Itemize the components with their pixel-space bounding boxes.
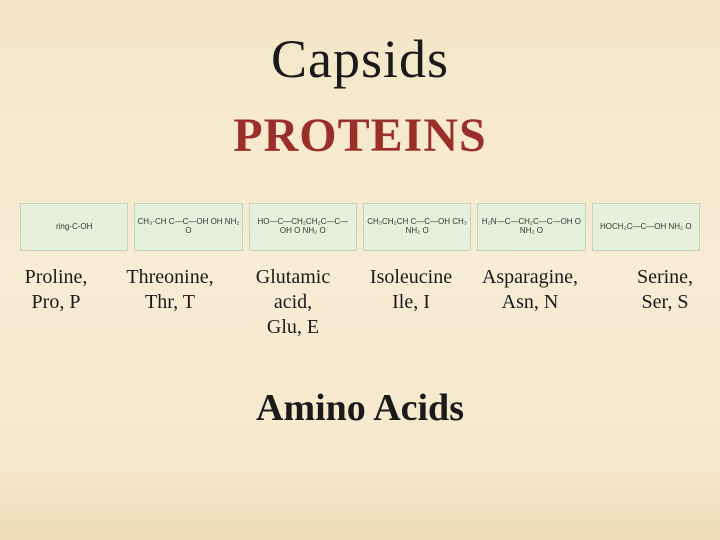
label-glutamic: Glutamic acid, Glu, E — [243, 265, 343, 340]
slide-title: Capsids — [271, 28, 449, 90]
structure-asparagine: H₂N—C—CH₂C—C—OH O NH₂ O — [477, 203, 585, 251]
slide-container: Capsids PROTEINS ring-C-OH CH₃·CH C—C—OH… — [0, 0, 720, 540]
label-proline: Proline, Pro, P — [15, 265, 97, 340]
slide-subtitle: Amino Acids — [256, 386, 464, 430]
aa-abbr: Ile, I — [361, 290, 461, 315]
label-isoleucine: Isoleucine Ile, I — [361, 265, 461, 340]
aa-name: Isoleucine — [361, 265, 461, 290]
aa-name: Serine, — [625, 265, 705, 290]
formula-text: H₂N—C—CH₂C—C—OH O NH₂ O — [480, 218, 582, 236]
aa-name: Threonine, — [115, 265, 225, 290]
structure-isoleucine: CH₃CH₂CH C—C—OH CH₃ NH₂ O — [363, 203, 471, 251]
aa-abbr: Thr, T — [115, 290, 225, 315]
aa-name: Proline, — [15, 265, 97, 290]
labels-row: Proline, Pro, P Threonine, Thr, T Glutam… — [15, 265, 705, 340]
aa-abbr: Asn, N — [471, 290, 589, 315]
structure-proline: ring-C-OH — [20, 203, 128, 251]
structures-row: ring-C-OH CH₃·CH C—C—OH OH NH₂ O HO—C—CH… — [20, 203, 700, 251]
label-threonine: Threonine, Thr, T — [115, 265, 225, 340]
structure-glutamic: HO—C—CH₂CH₂C—C—OH O NH₂ O — [249, 203, 357, 251]
label-serine: Serine, Ser, S — [625, 265, 705, 340]
aa-name: Asparagine, — [471, 265, 589, 290]
formula-text: CH₃CH₂CH C—C—OH CH₃ NH₂ O — [366, 218, 468, 236]
slide-heading: PROTEINS — [233, 108, 486, 163]
aa-name: Glutamic — [243, 265, 343, 290]
structure-threonine: CH₃·CH C—C—OH OH NH₂ O — [134, 203, 242, 251]
formula-text: HOCH₂C—C—OH NH₂ O — [600, 223, 692, 232]
aa-abbr: Pro, P — [15, 290, 97, 315]
aa-mid: acid, — [243, 290, 343, 315]
label-asparagine: Asparagine, Asn, N — [471, 265, 589, 340]
aa-abbr: Ser, S — [625, 290, 705, 315]
structure-serine: HOCH₂C—C—OH NH₂ O — [592, 203, 700, 251]
aa-abbr: Glu, E — [243, 315, 343, 340]
formula-text: CH₃·CH C—C—OH OH NH₂ O — [137, 218, 239, 236]
formula-text: HO—C—CH₂CH₂C—C—OH O NH₂ O — [252, 218, 354, 236]
formula-text: ring-C-OH — [56, 223, 92, 232]
